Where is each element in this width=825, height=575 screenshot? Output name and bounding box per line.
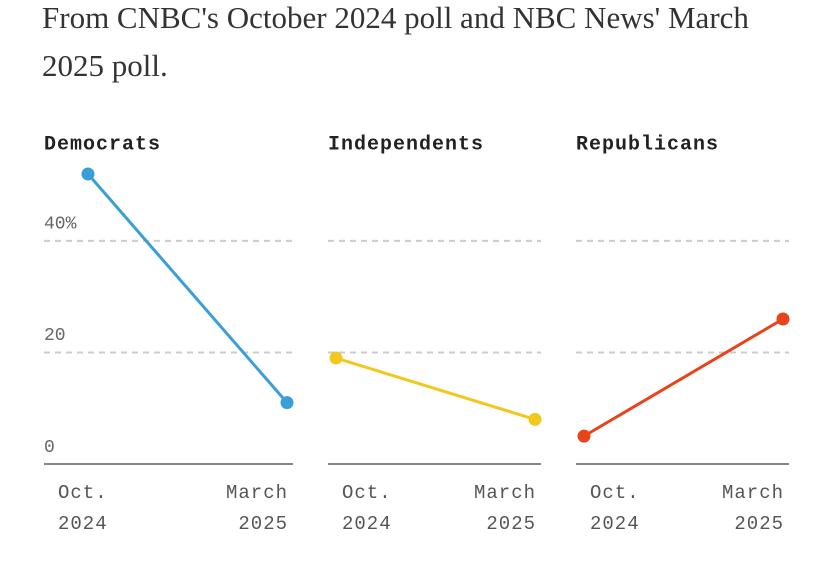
line [583,317,784,438]
point [577,429,591,443]
y-tick-label: 0 [44,438,55,458]
y-tick-label: 20 [44,326,66,346]
x-tick-label: March 2025 [473,482,536,535]
point [329,351,343,365]
x-tick-label: Oct. 2024 [342,482,392,535]
subtitle: From CNBC's October 2024 poll and NBC Ne… [42,0,749,83]
point [280,396,294,410]
point [81,167,95,181]
point [776,312,790,326]
x-tick-label: March 2025 [721,482,784,535]
line [335,356,536,421]
x-tick-label: Oct. 2024 [58,482,108,535]
x-tick-label: Oct. 2024 [590,482,640,535]
point [528,412,542,426]
y-tick-label: 40% [44,215,77,235]
panel-title: Republicans [576,133,719,156]
panel-title: Democrats [44,133,161,156]
panel-title: Independents [328,133,484,156]
line [86,173,289,404]
x-tick-label: March 2025 [225,482,288,535]
